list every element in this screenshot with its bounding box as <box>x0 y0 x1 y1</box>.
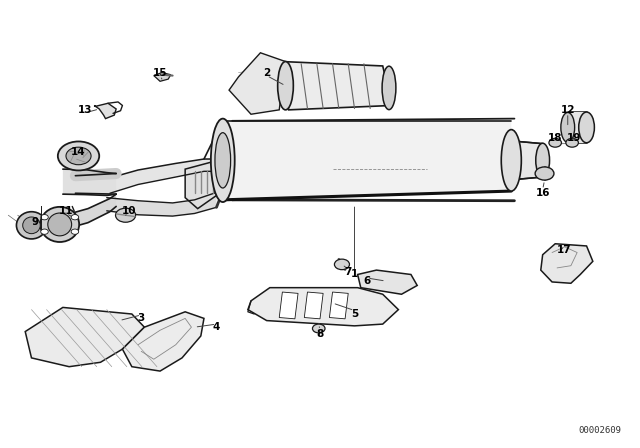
Ellipse shape <box>501 129 522 191</box>
Polygon shape <box>229 53 285 114</box>
Text: 9: 9 <box>31 217 38 227</box>
Polygon shape <box>154 73 171 82</box>
Circle shape <box>66 147 91 165</box>
Text: 14: 14 <box>71 146 86 156</box>
Circle shape <box>58 142 99 170</box>
Text: 5: 5 <box>351 309 358 319</box>
Text: 16: 16 <box>536 188 550 198</box>
Polygon shape <box>56 194 116 232</box>
Text: 11: 11 <box>59 206 73 216</box>
Polygon shape <box>358 270 417 294</box>
Text: 6: 6 <box>364 276 371 286</box>
Polygon shape <box>541 244 593 283</box>
Polygon shape <box>107 192 216 216</box>
Circle shape <box>335 259 349 270</box>
Polygon shape <box>508 141 543 180</box>
Polygon shape <box>279 292 298 319</box>
Circle shape <box>312 324 325 333</box>
Circle shape <box>566 138 579 147</box>
Text: 13: 13 <box>77 105 92 115</box>
Ellipse shape <box>40 207 79 242</box>
Polygon shape <box>568 112 587 143</box>
Text: 19: 19 <box>567 134 581 143</box>
Text: 2: 2 <box>263 68 270 78</box>
Ellipse shape <box>579 112 595 143</box>
Ellipse shape <box>278 61 293 110</box>
Text: 12: 12 <box>561 105 575 115</box>
Polygon shape <box>282 61 392 110</box>
Text: 10: 10 <box>122 206 136 216</box>
Circle shape <box>41 229 48 234</box>
Text: 3: 3 <box>138 314 145 323</box>
Circle shape <box>549 138 561 147</box>
Ellipse shape <box>22 217 40 234</box>
Text: 7: 7 <box>344 267 352 277</box>
Text: 15: 15 <box>153 68 167 78</box>
Polygon shape <box>305 292 323 319</box>
Polygon shape <box>248 288 398 326</box>
Ellipse shape <box>382 66 396 110</box>
Polygon shape <box>94 103 116 119</box>
Polygon shape <box>223 121 511 200</box>
Polygon shape <box>330 292 348 319</box>
Circle shape <box>535 167 554 180</box>
Ellipse shape <box>48 213 72 236</box>
Polygon shape <box>122 312 204 371</box>
Polygon shape <box>25 307 145 366</box>
Polygon shape <box>63 169 116 195</box>
Polygon shape <box>110 159 223 193</box>
Circle shape <box>71 215 79 220</box>
Text: 17: 17 <box>557 246 572 255</box>
Circle shape <box>41 215 48 220</box>
Circle shape <box>116 208 136 222</box>
Text: 00002609: 00002609 <box>578 426 621 435</box>
Text: 18: 18 <box>548 134 563 143</box>
Ellipse shape <box>561 112 575 142</box>
Polygon shape <box>185 121 223 209</box>
Ellipse shape <box>536 143 550 177</box>
Ellipse shape <box>17 212 47 239</box>
Text: 4: 4 <box>213 322 220 332</box>
Text: 8: 8 <box>316 329 324 339</box>
Circle shape <box>71 229 79 234</box>
Ellipse shape <box>215 133 230 188</box>
Ellipse shape <box>211 119 235 202</box>
Text: 1: 1 <box>351 270 358 280</box>
